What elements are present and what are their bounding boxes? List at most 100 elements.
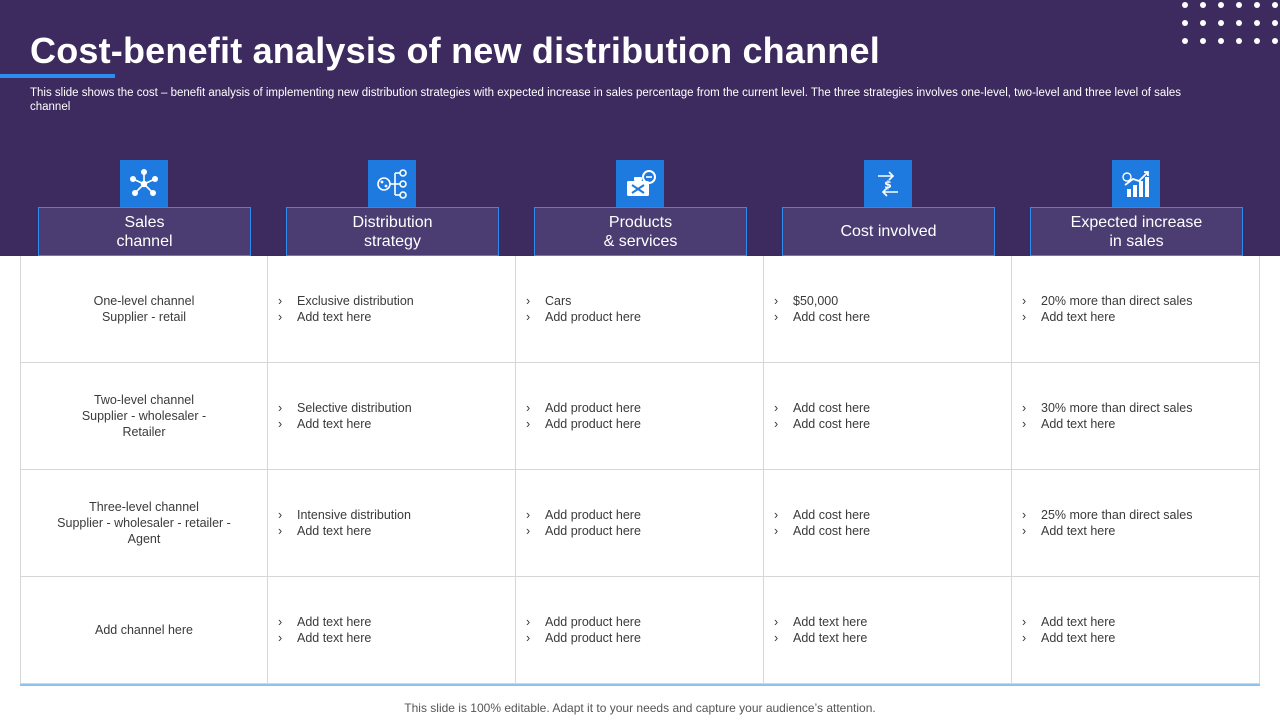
column-header-distribution-strategy: Distribution strategy: [286, 160, 499, 256]
bullet-text: Add text here: [1041, 631, 1116, 645]
bullet-text: Add cost here: [793, 508, 871, 522]
decorative-dots: [1178, 0, 1280, 48]
channel-text: Add channel here: [95, 623, 193, 637]
table-cell-strategy: › Intensive distribution › Add text here: [268, 470, 516, 577]
chevron-right-icon: ›: [278, 401, 283, 415]
bullet-text: Intensive distribution: [297, 508, 411, 522]
bullet-item: › Add text here: [278, 309, 414, 325]
table-cell-increase: › 20% more than direct sales › Add text her…: [1012, 256, 1260, 363]
bullet-list: › Intensive distribution › Add text here: [268, 507, 411, 539]
bullet-item: › Add cost here: [774, 507, 870, 523]
growth-chart-icon: [1112, 160, 1160, 208]
bullet-item: › Add text here: [774, 630, 867, 646]
table-cell-channel: Three-level channel Supplier - wholesale…: [20, 470, 268, 577]
column-header-label: Sales channel: [38, 207, 251, 256]
bullet-text: 20% more than direct sales: [1041, 294, 1193, 308]
bullet-item: › Add product here: [526, 614, 641, 630]
bullet-text: Add product here: [545, 524, 641, 538]
decorative-dot: [1272, 20, 1278, 26]
chevron-right-icon: ›: [774, 524, 779, 538]
bullet-item: › Add text here: [1022, 416, 1192, 432]
bullet-item: › 20% more than direct sales: [1022, 293, 1192, 309]
decorative-dot: [1254, 38, 1260, 44]
bullet-item: › Intensive distribution: [278, 507, 411, 523]
bullet-text: Add text here: [793, 615, 868, 629]
column-header-sales-channel: Sales channel: [38, 160, 251, 256]
table-cell-cost: › Add cost here › Add cost here: [764, 470, 1012, 577]
bullet-list: › Add cost here › Add cost here: [764, 400, 870, 432]
bullet-item: › Add text here: [278, 630, 371, 646]
channel-text: Three-level channel Supplier - wholesale…: [57, 500, 231, 546]
column-header-label: Expected increase in sales: [1030, 207, 1243, 256]
bullet-item: › $50,000: [774, 293, 870, 309]
bullet-list: › Add product here › Add product here: [516, 614, 641, 646]
bullet-text: Add product here: [545, 631, 641, 645]
bullet-text: Add text here: [1041, 310, 1116, 324]
toolbox-icon: [616, 160, 664, 208]
bullet-list: › Exclusive distribution › Add text here: [268, 293, 414, 325]
page-title: Cost-benefit analysis of new distributio…: [30, 30, 880, 71]
column-header-label: Cost involved: [782, 207, 995, 256]
chevron-right-icon: ›: [278, 417, 283, 431]
chevron-right-icon: ›: [278, 631, 283, 645]
bullet-item: › Add product here: [526, 507, 641, 523]
bullet-text: Add product here: [545, 615, 641, 629]
bullet-text: Add cost here: [793, 401, 871, 415]
chevron-right-icon: ›: [278, 294, 283, 308]
decorative-dot: [1218, 38, 1224, 44]
bullet-text: Add product here: [545, 310, 641, 324]
bullet-item: › Add cost here: [774, 416, 870, 432]
bullet-list: › Selective distribution › Add text here: [268, 400, 412, 432]
bullet-list: › Add text here › Add text here: [268, 614, 371, 646]
bullet-item: › Add product here: [526, 523, 641, 539]
table-cell-cost: › $50,000 › Add cost here: [764, 256, 1012, 363]
chevron-right-icon: ›: [774, 310, 779, 324]
bullet-text: Add product here: [545, 401, 641, 415]
bullet-list: › Add text here › Add text here: [1012, 614, 1115, 646]
title-accent-line: [0, 74, 115, 78]
chevron-right-icon: ›: [1022, 631, 1027, 645]
bullet-list: › $50,000 › Add cost here: [764, 293, 870, 325]
decorative-dot: [1218, 20, 1224, 26]
table-cell-channel: Add channel here: [20, 577, 268, 684]
column-header-label: Distribution strategy: [286, 207, 499, 256]
analysis-table: One-level channel Supplier - retail › Excl…: [20, 256, 1260, 686]
table-cell-products: › Add product here › Add product here: [516, 577, 764, 684]
decorative-dot: [1182, 38, 1188, 44]
table-cell-channel: One-level channel Supplier - retail: [20, 256, 268, 363]
decorative-dot: [1236, 20, 1242, 26]
chevron-right-icon: ›: [774, 294, 779, 308]
chevron-right-icon: ›: [1022, 310, 1027, 324]
bullet-item: › Add product here: [526, 400, 641, 416]
chevron-right-icon: ›: [526, 417, 531, 431]
bullet-text: Add text here: [297, 310, 372, 324]
bullet-item: › Add text here: [1022, 614, 1115, 630]
bullet-list: › Add product here › Add product here: [516, 400, 641, 432]
bullet-text: Add cost here: [793, 310, 871, 324]
chevron-right-icon: ›: [526, 508, 531, 522]
page-subtitle: This slide shows the cost – benefit anal…: [30, 87, 1182, 113]
decorative-dot: [1200, 38, 1206, 44]
decorative-dot: [1200, 20, 1206, 26]
bullet-text: Exclusive distribution: [297, 294, 414, 308]
decorative-dot: [1182, 20, 1188, 26]
chevron-right-icon: ›: [526, 294, 531, 308]
bullet-item: › 25% more than direct sales: [1022, 507, 1192, 523]
bullet-text: $50,000: [793, 294, 839, 308]
footer-note: This slide is 100% editable. Adapt it to…: [404, 701, 876, 715]
column-header-products-services: Products & services: [534, 160, 747, 256]
bullet-item: › Add text here: [774, 614, 867, 630]
chevron-right-icon: ›: [526, 524, 531, 538]
column-header-label: Products & services: [534, 207, 747, 256]
bullet-item: › Selective distribution: [278, 400, 412, 416]
bullet-text: Selective distribution: [297, 401, 412, 415]
bullet-list: › 25% more than direct sales › Add text her…: [1012, 507, 1192, 539]
bullet-text: 30% more than direct sales: [1041, 401, 1193, 415]
table-cell-strategy: › Exclusive distribution › Add text here: [268, 256, 516, 363]
bullet-item: › 30% more than direct sales: [1022, 400, 1192, 416]
flowchart-icon: [368, 160, 416, 208]
decorative-dot: [1254, 20, 1260, 26]
chevron-right-icon: ›: [526, 615, 531, 629]
chevron-right-icon: ›: [774, 615, 779, 629]
decorative-dot: [1236, 38, 1242, 44]
